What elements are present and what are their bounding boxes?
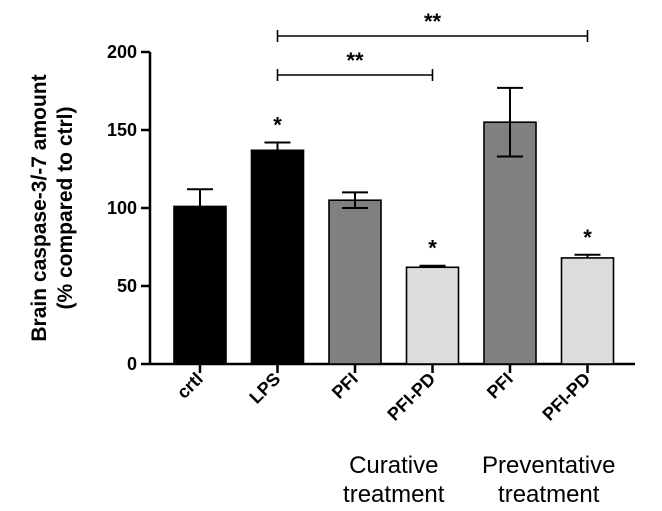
x-tick-label: crtl <box>173 369 207 403</box>
bar <box>250 149 305 365</box>
significance-star: * <box>273 112 282 137</box>
y-axis-title: Brain caspase-3/-7 amount (% compared to… <box>28 74 77 341</box>
significance-star: * <box>583 225 592 250</box>
group-label: treatment <box>498 481 600 508</box>
y-tick-label: 100 <box>107 198 137 218</box>
y-axis-title-line2: (% compared to ctrl) <box>54 106 77 309</box>
y-tick-label: 150 <box>107 120 137 140</box>
bar <box>405 266 460 365</box>
bar <box>560 257 615 365</box>
comparison-label: ** <box>346 48 364 73</box>
x-tick-label: PFI-PD <box>383 369 439 425</box>
bar <box>173 205 227 365</box>
group-label: Curative <box>349 452 438 479</box>
y-tick-label: 200 <box>107 42 137 62</box>
comparison-label: ** <box>424 9 442 34</box>
bar <box>328 199 382 365</box>
y-axis-title-line1: Brain caspase-3/-7 amount <box>28 74 51 341</box>
y-tick-label: 0 <box>127 354 137 374</box>
plot-area: 0 50 100 150 200 crtl LPS * PFI PFI-PD * PFI PFI-PD *… <box>107 9 635 508</box>
x-tick-label: LPS <box>245 369 284 408</box>
x-tick-label: PFI <box>328 369 362 403</box>
significance-star: * <box>428 236 437 261</box>
group-label: Preventative <box>482 452 615 479</box>
bar <box>483 121 537 365</box>
x-tick-label: PFI-PD <box>538 369 594 425</box>
y-tick-label: 50 <box>117 276 137 296</box>
group-label: treatment <box>343 481 445 508</box>
x-tick-label: PFI <box>483 369 517 403</box>
